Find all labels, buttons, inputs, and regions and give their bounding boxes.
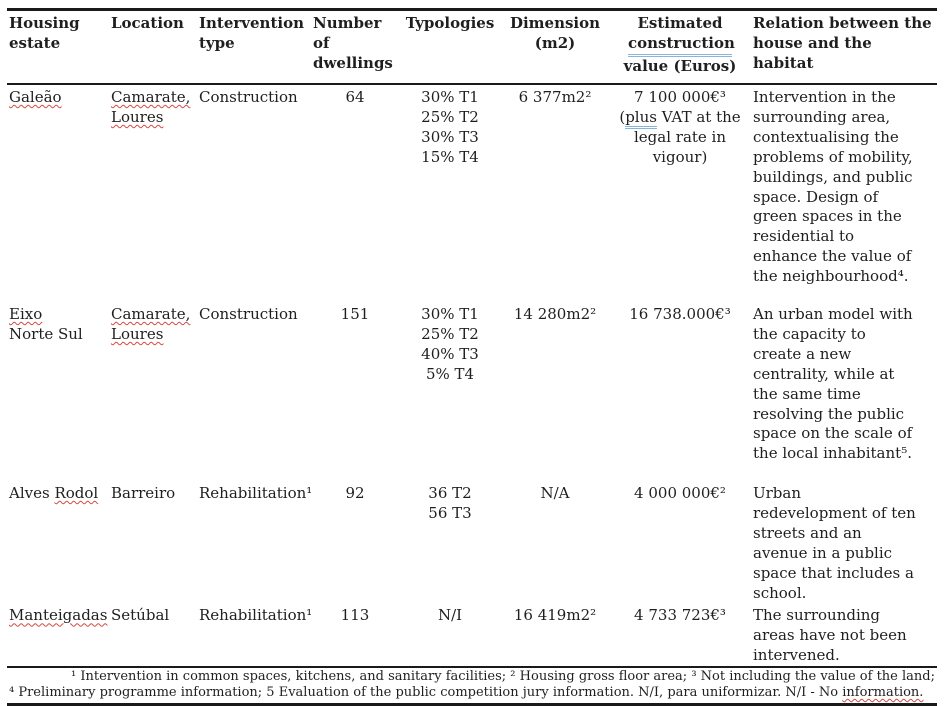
cell-location: Camarate, Loures — [109, 302, 197, 481]
cell-intervention-type: Rehabilitation¹ — [199, 483, 311, 502]
cell-location: Setúbal — [111, 606, 170, 625]
typology-line: 36 T2 — [428, 483, 472, 502]
typology-line: 5% T4 — [425, 364, 475, 383]
cell-estimated-value: 4 733 723€³ — [634, 606, 726, 625]
location-line-spellflag: Camarate, — [111, 87, 191, 106]
cell-typologies: 36 T2 56 T3 — [401, 481, 501, 604]
cell-number-of-dwellings: 64 — [345, 87, 365, 106]
cell-relation: The surrounding areas have not been inte… — [753, 606, 907, 665]
col-header-estimated-value: Estimated construction value (Euros) — [611, 9, 751, 85]
typology-line: 30% T1 — [421, 304, 479, 323]
cell-number-of-dwellings: 113 — [340, 606, 370, 625]
header-estimated-line3: value (Euros) — [623, 56, 737, 75]
col-header-relation: Relation between the house and the habit… — [751, 9, 937, 85]
typology-line: 30% T1 — [421, 87, 479, 106]
estate-name-spellflag: Eixo — [9, 304, 43, 323]
cell-location: Camarate, Loures — [109, 84, 197, 302]
cell-housing-estate: Alves Rodol — [7, 481, 109, 604]
cell-housing-estate: Eixo Norte Sul — [7, 302, 109, 481]
cell-relation: Intervention in the surrounding area, co… — [753, 87, 913, 286]
typology-line: 40% T3 — [421, 344, 479, 363]
table-row-alves-rodol: Alves Rodol Barreiro Rehabilitation¹ 92 … — [7, 481, 937, 604]
cell-typologies: 30% T1 25% T2 40% T3 5% T4 — [401, 302, 501, 481]
cell-housing-estate: Manteigadas — [7, 603, 109, 666]
cell-dimension: N/A — [540, 483, 570, 502]
footnotes: ¹ Intervention in common spaces, kitchen… — [7, 666, 937, 706]
cell-location: Barreiro — [111, 483, 176, 502]
vat-plus-grammar-flag: plus — [625, 107, 657, 129]
cell-relation: Urban redevelopment of ten streets and a… — [753, 483, 916, 602]
cell-estimated-value: 16 738.000€³ — [629, 304, 731, 323]
typology-line: 30% T3 — [421, 127, 479, 146]
value-amount: 7 100 000€³ — [634, 87, 726, 106]
vat-note: (plus VAT at the legal rate in vigour) — [613, 107, 747, 168]
col-header-typologies: Typologies — [401, 9, 501, 85]
cell-housing-estate: Galeão — [7, 84, 109, 302]
cell-number-of-dwellings: 151 — [340, 304, 370, 323]
vat-note-rest: VAT at the legal rate in vigour) — [633, 107, 741, 166]
estate-name-spellflag: Galeão — [9, 87, 62, 106]
footnote-spellflag-word: information. — [842, 685, 924, 701]
footnote-text: ¹ Intervention in common spaces, kitchen… — [9, 669, 935, 701]
cell-typologies: 30% T1 25% T2 30% T3 15% T4 — [401, 84, 501, 302]
cell-intervention-type: Rehabilitation¹ — [199, 606, 311, 625]
cell-estimated-value: 4 000 000€² — [634, 483, 726, 502]
estate-name-spellflag: Rodol — [54, 483, 99, 502]
col-header-dimension: Dimension (m2) — [501, 9, 611, 85]
location-line-spellflag: Loures — [111, 324, 164, 343]
cell-typologies: N/I — [437, 606, 463, 625]
typology-line: 15% T4 — [421, 147, 479, 166]
col-header-housing-estate: Housing estate — [7, 9, 109, 85]
cell-estimated-value: 7 100 000€³ (plus VAT at the legal rate i… — [611, 84, 751, 302]
col-header-location: Location — [109, 9, 197, 85]
typology-line: 56 T3 — [428, 503, 472, 522]
cell-number-of-dwellings: 92 — [345, 483, 365, 502]
cell-dimension: 16 419m2² — [513, 606, 597, 625]
table-row-eixo-norte-sul: Eixo Norte Sul Camarate, Loures Constructi… — [7, 302, 937, 481]
location-line-spellflag: Loures — [111, 107, 164, 126]
estate-name-line: Norte Sul — [9, 324, 83, 343]
header-construction-grammar-flag: construction — [628, 34, 735, 57]
cell-intervention-type: Construction — [199, 87, 298, 106]
cell-relation: An urban model with the capacity to crea… — [753, 304, 913, 463]
cell-dimension: 14 280m2² — [513, 304, 597, 323]
table-row-manteigadas: Manteigadas Setúbal Rehabilitation¹ 113 … — [7, 603, 937, 666]
location-line-spellflag: Camarate, — [111, 304, 191, 323]
typology-line: 25% T2 — [421, 324, 479, 343]
estate-name-part: Alves — [9, 483, 55, 502]
col-header-intervention-type: Intervention type — [197, 9, 311, 85]
cell-dimension: 6 377m2² — [518, 87, 592, 106]
housing-estates-table: Housing estate Location Intervention typ… — [7, 8, 937, 666]
cell-intervention-type: Construction — [199, 304, 298, 323]
estate-name-spellflag: Manteigadas — [9, 606, 108, 625]
col-header-number-of-dwellings: Number of dwellings — [311, 9, 401, 85]
typology-line: 25% T2 — [421, 107, 479, 126]
vat-note-open: ( — [619, 107, 626, 126]
header-estimated-line1: Estimated — [637, 14, 723, 32]
table-row-galeao: Galeão Camarate, Loures Construction 64 3… — [7, 84, 937, 302]
table-header-row: Housing estate Location Intervention typ… — [7, 9, 937, 85]
